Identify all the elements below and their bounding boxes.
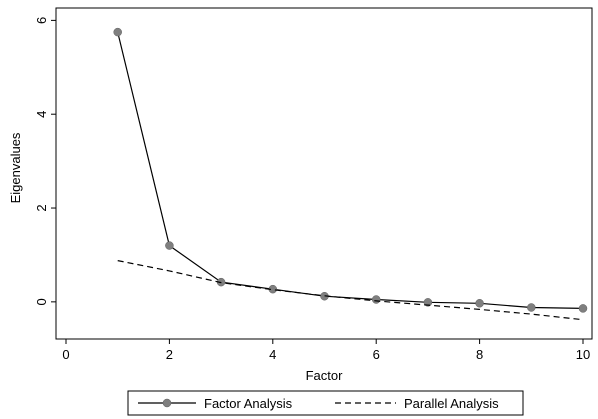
legend-marker-factor-analysis [162, 398, 172, 408]
y-tick-label: 0 [34, 298, 49, 305]
x-axis-title: Factor [306, 368, 344, 383]
plot-area-frame [55, 7, 593, 340]
x-tick-label: 6 [373, 347, 380, 362]
factor-analysis-line [117, 31, 584, 309]
series-layer [113, 27, 588, 321]
x-tick-label: 0 [62, 347, 69, 362]
y-axis: 0 2 4 6 [34, 17, 56, 305]
factor-analysis-point [578, 304, 588, 313]
factor-analysis-point [371, 295, 381, 304]
x-tick-label: 10 [576, 347, 590, 362]
x-tick-label: 4 [269, 347, 276, 362]
factor-analysis-point [423, 298, 433, 307]
factor-analysis-point [113, 27, 122, 37]
factor-analysis-point [527, 303, 536, 312]
parallel-analysis-line [117, 260, 584, 321]
legend: Factor Analysis Parallel Analysis [127, 390, 524, 416]
y-tick-label: 4 [34, 111, 49, 118]
y-tick-label: 6 [34, 17, 49, 24]
legend-label-parallel-analysis: Parallel Analysis [404, 396, 499, 411]
legend-label-factor-analysis: Factor Analysis [204, 396, 293, 411]
y-axis-title: Eigenvalues [8, 132, 23, 203]
factor-analysis-point [475, 299, 484, 308]
x-tick-label: 8 [476, 347, 483, 362]
x-axis: 0 2 4 6 8 10 [62, 339, 590, 362]
x-tick-label: 2 [166, 347, 173, 362]
factor-analysis-point [165, 241, 174, 250]
y-tick-label: 2 [34, 204, 49, 211]
